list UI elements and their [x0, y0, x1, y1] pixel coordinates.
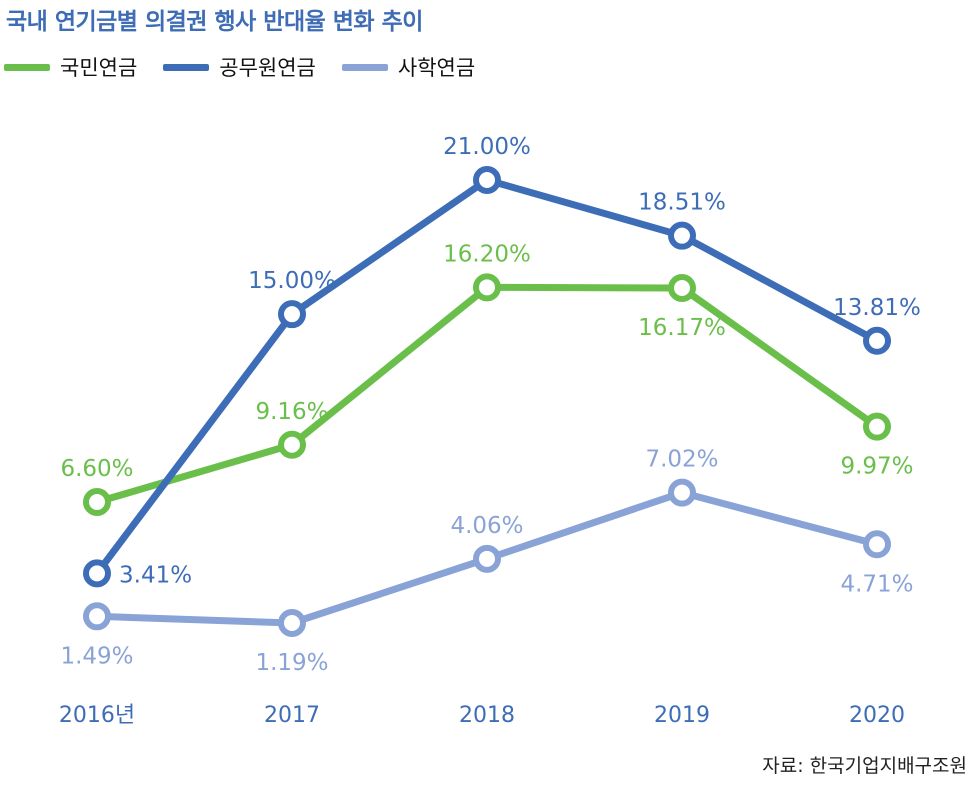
data-point — [473, 273, 501, 302]
x-tick-label: 2019 — [654, 703, 710, 728]
x-tick-label: 2018 — [459, 703, 515, 728]
data-label: 7.02% — [645, 447, 718, 473]
data-point — [83, 559, 111, 588]
x-tick-label: 2016년 — [59, 703, 135, 728]
legend-item-civil-servant-pension: 공무원연금 — [163, 52, 316, 82]
data-label: 16.20% — [443, 241, 531, 267]
data-label: 13.81% — [833, 295, 921, 321]
data-label: 4.06% — [450, 513, 523, 539]
legend-item-national-pension: 국민연금 — [4, 52, 137, 82]
data-point — [863, 412, 891, 441]
data-point — [668, 221, 696, 250]
data-label: 4.71% — [840, 571, 913, 597]
data-point — [473, 544, 501, 573]
legend-label-civil-servant-pension: 공무원연금 — [219, 56, 316, 80]
legend-label-national-pension: 국민연금 — [60, 56, 138, 80]
data-point — [668, 274, 696, 303]
data-point — [83, 488, 111, 517]
legend-label-teachers-pension: 사학연금 — [397, 56, 476, 80]
data-point — [863, 530, 891, 559]
data-label: 6.60% — [60, 456, 133, 482]
x-tick-label: 2017 — [264, 703, 320, 728]
data-label: 1.19% — [255, 650, 328, 676]
data-label: 18.51% — [638, 190, 726, 216]
data-point — [278, 300, 306, 329]
data-label: 16.17% — [638, 315, 726, 341]
legend: 국민연금 공무원연금 사학연금 — [4, 52, 501, 82]
data-point — [278, 430, 306, 459]
data-point — [863, 326, 891, 355]
data-point — [473, 166, 501, 194]
data-label: 1.49% — [60, 643, 133, 669]
series-line — [93, 283, 881, 506]
data-label: 15.00% — [248, 268, 336, 294]
x-tick-label: 2020 — [849, 703, 905, 728]
data-label: 9.97% — [840, 454, 913, 480]
source-note: 자료: 한국기업지배구조원 — [762, 755, 967, 777]
chart-title: 국내 연기금별 의결권 행사 반대율 변화 추이 — [6, 9, 423, 35]
data-label: 3.41% — [119, 562, 192, 588]
data-label: 21.00% — [443, 134, 531, 160]
data-point — [668, 478, 696, 507]
data-point — [278, 609, 306, 637]
legend-item-teachers-pension: 사학연금 — [341, 52, 476, 82]
legend-swatch-civil-servant-pension — [163, 63, 210, 71]
legend-swatch-teachers-pension — [341, 63, 388, 71]
data-label: 9.16% — [255, 399, 328, 425]
legend-swatch-national-pension — [4, 63, 50, 71]
data-point — [83, 602, 111, 631]
